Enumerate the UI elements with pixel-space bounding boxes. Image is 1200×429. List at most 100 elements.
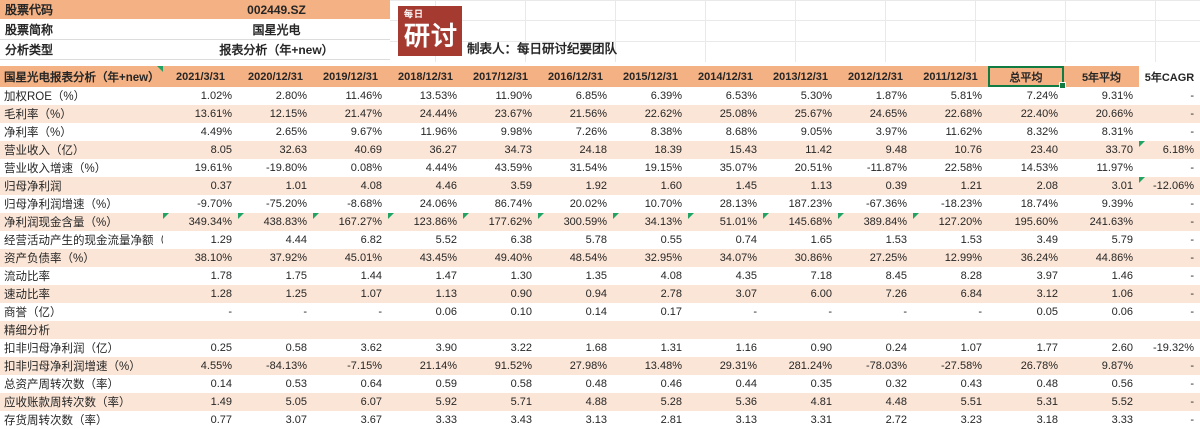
cell[interactable]: 21.56% (569, 108, 607, 120)
cell[interactable]: 2.65% (275, 126, 307, 138)
cell[interactable]: 0.58 (510, 378, 532, 390)
row-label[interactable]: 速动比率 (4, 289, 50, 301)
meta-row-analysis-type[interactable]: 分析类型 报表分析（年+new） (0, 40, 390, 60)
cell[interactable]: 8.31% (1101, 126, 1133, 138)
cell[interactable] (388, 321, 463, 339)
cell[interactable]: 5.30% (800, 90, 832, 102)
cell[interactable]: 4.48 (885, 396, 907, 408)
cell[interactable]: 1.28 (210, 288, 232, 300)
cell[interactable]: 0.25 (210, 342, 232, 354)
cell[interactable]: 1.01 (285, 180, 307, 192)
cell[interactable]: 5.79 (1111, 234, 1133, 246)
cell[interactable]: - (1190, 396, 1194, 408)
cell[interactable]: 1.30 (510, 270, 532, 282)
cell[interactable]: - (903, 306, 907, 318)
cell[interactable]: 1.78 (210, 270, 232, 282)
cell[interactable]: -78.03% (866, 360, 907, 372)
cell[interactable]: 34.07% (719, 252, 757, 264)
cell[interactable]: 0.37 (210, 180, 232, 192)
cell[interactable]: - (1190, 360, 1194, 372)
cell[interactable]: - (1190, 288, 1194, 300)
cell[interactable]: 40.69 (354, 144, 382, 156)
cell[interactable]: 1.07 (360, 288, 382, 300)
cell[interactable]: -9.70% (197, 198, 232, 210)
cell[interactable]: -11.87% (866, 162, 907, 174)
analysis-type-value[interactable]: 报表分析（年+new） (219, 43, 334, 57)
column-header-3[interactable]: 2018/12/31 (388, 66, 463, 87)
cell[interactable]: 1.06 (1111, 288, 1133, 300)
cell[interactable]: 0.94 (585, 288, 607, 300)
cell[interactable]: - (1190, 270, 1194, 282)
cell[interactable] (313, 321, 388, 339)
cell[interactable]: 5.05 (285, 396, 307, 408)
cell[interactable]: -75.20% (266, 198, 307, 210)
row-label[interactable]: 经营活动产生的现金流量净额（亿） (4, 235, 163, 247)
cell[interactable]: 6.85% (575, 90, 607, 102)
cell[interactable]: 3.43 (510, 414, 532, 426)
cell[interactable]: 0.48 (585, 378, 607, 390)
cell[interactable]: 3.97 (1036, 270, 1058, 282)
cell[interactable]: 6.38 (510, 234, 532, 246)
cell[interactable]: 3.07 (735, 288, 757, 300)
cell[interactable]: 32.63 (279, 144, 307, 156)
cell[interactable]: 8.45 (885, 270, 907, 282)
cell[interactable]: 33.70 (1105, 144, 1133, 156)
cell[interactable]: 25.67% (794, 108, 832, 120)
cell[interactable]: - (1190, 108, 1194, 120)
cell[interactable]: 177.62% (463, 213, 538, 231)
cell[interactable]: 22.62% (644, 108, 682, 120)
cell[interactable]: - (303, 306, 307, 318)
cell[interactable]: 4.55% (200, 360, 232, 372)
cell[interactable]: 3.49 (1036, 234, 1058, 246)
cell[interactable]: 7.26 (885, 288, 907, 300)
cell[interactable]: 1.47 (435, 270, 457, 282)
cell[interactable]: - (1190, 90, 1194, 102)
cell[interactable]: -19.32% (1153, 342, 1194, 354)
cell[interactable]: 0.14 (210, 378, 232, 390)
cell[interactable]: 0.55 (660, 234, 682, 246)
cell[interactable]: 10.76 (954, 144, 982, 156)
row-label[interactable]: 毛利率（%） (4, 109, 72, 121)
cell[interactable]: 6.18% (1139, 141, 1200, 159)
cell[interactable]: 13.61% (194, 108, 232, 120)
cell[interactable] (988, 321, 1064, 339)
row-label[interactable]: 应收账款周转次数（率） (4, 397, 131, 409)
cell[interactable]: 51.01% (688, 213, 763, 231)
cell[interactable] (538, 321, 613, 339)
cell[interactable]: 5.92 (435, 396, 457, 408)
cell[interactable]: - (1190, 414, 1194, 426)
cell[interactable]: 6.84 (960, 288, 982, 300)
cell[interactable]: 44.86% (1095, 252, 1133, 264)
cell[interactable]: 0.17 (660, 306, 682, 318)
cell[interactable]: - (1190, 378, 1194, 390)
cell[interactable]: 6.07 (360, 396, 382, 408)
cell[interactable]: 13.48% (644, 360, 682, 372)
cell[interactable]: 1.13 (435, 288, 457, 300)
cell[interactable] (238, 321, 313, 339)
cell[interactable]: 300.59% (538, 213, 613, 231)
cell[interactable]: 5.52 (435, 234, 457, 246)
row-label[interactable]: 商誉（亿） (4, 307, 62, 319)
cell[interactable]: 1.21 (960, 180, 982, 192)
cell[interactable]: 24.06% (419, 198, 457, 210)
meta-row-stock-code[interactable]: 股票代码 002449.SZ (0, 0, 390, 20)
cell[interactable]: 4.81 (810, 396, 832, 408)
cell[interactable]: 8.28 (960, 270, 982, 282)
cell[interactable]: -8.68% (347, 198, 382, 210)
cell[interactable]: 19.15% (644, 162, 682, 174)
cell[interactable]: 6.53% (725, 90, 757, 102)
row-label[interactable]: 净利率（%） (4, 127, 72, 139)
cell[interactable]: 11.46% (345, 90, 383, 102)
cell[interactable]: 12.15% (269, 108, 307, 120)
cell[interactable] (1064, 321, 1139, 339)
cell[interactable]: 2.81 (660, 414, 682, 426)
cell[interactable] (688, 321, 763, 339)
cell[interactable]: 21.47% (344, 108, 382, 120)
cell[interactable]: 3.22 (510, 342, 532, 354)
cell[interactable]: 36.27 (429, 144, 457, 156)
cell[interactable]: 2.72 (885, 414, 907, 426)
cell[interactable]: 34.13% (613, 213, 688, 231)
cell[interactable]: 0.32 (885, 378, 907, 390)
column-header-0[interactable]: 2021/3/31 (163, 66, 238, 87)
cell[interactable]: 349.34% (163, 213, 238, 231)
